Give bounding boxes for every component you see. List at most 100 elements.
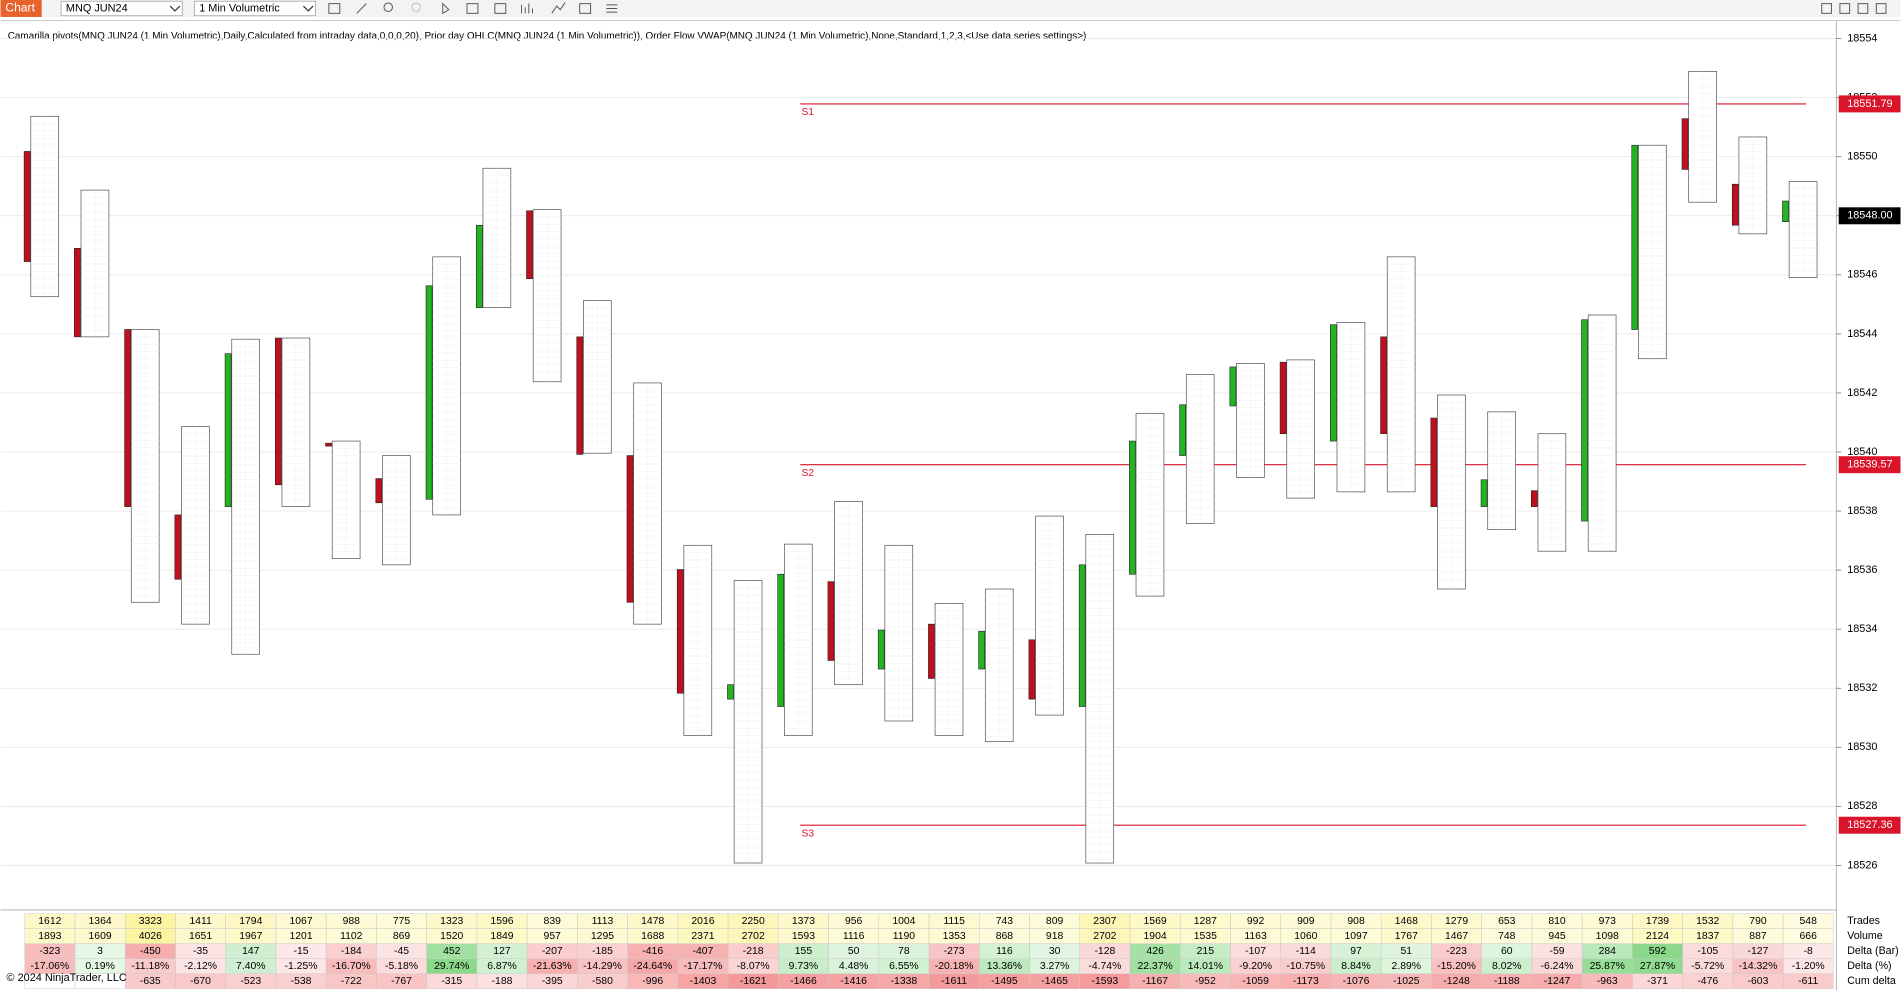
stat-cell	[1782, 973, 1834, 990]
stat-value: 1596	[490, 916, 513, 927]
y-tick-label: 18546	[1847, 269, 1877, 281]
stat-value: 887	[1749, 931, 1767, 942]
stat-value: -8.07%	[737, 961, 770, 972]
stat-value: 1098	[1596, 931, 1619, 942]
stat-value: 0.19%	[85, 961, 115, 972]
stat-value: 790	[1749, 916, 1767, 927]
copyright: © 2024 NinjaTrader, LLC	[7, 972, 127, 984]
y-tick-label: 18530	[1847, 741, 1877, 753]
candle-body	[1279, 361, 1287, 435]
stat-value: -1248	[1443, 976, 1470, 987]
stat-value: 1468	[1395, 916, 1418, 927]
stat-value: -5.18%	[385, 961, 418, 972]
stat-value: -45	[394, 946, 409, 957]
tool-icon[interactable]	[494, 3, 507, 14]
stat-value: 4026	[139, 931, 162, 942]
stat-value: 1295	[591, 931, 614, 942]
y-tick-label: 18538	[1847, 505, 1877, 517]
y-tick-label: 18532	[1847, 682, 1877, 694]
tool-icon[interactable]	[579, 3, 592, 14]
tool-icon[interactable]	[411, 2, 421, 12]
stat-value: -14.29%	[583, 961, 622, 972]
stat-value: 8.84%	[1341, 961, 1371, 972]
y-tick-label: 18540	[1847, 446, 1877, 458]
tool-icon[interactable]	[606, 4, 618, 13]
tool-icon[interactable]	[551, 2, 566, 14]
stat-value: 4.48%	[839, 961, 869, 972]
stat-value: 1569	[1144, 916, 1167, 927]
stat-value: 7.40%	[236, 961, 266, 972]
instrument-label: MNQ JUN24	[66, 2, 128, 14]
stat-value: 452	[443, 946, 461, 957]
stat-value: 6.55%	[889, 961, 919, 972]
stat-value: 2016	[691, 916, 714, 927]
window-button[interactable]	[1839, 3, 1851, 14]
stat-value: 1893	[38, 931, 61, 942]
candle-body	[1179, 404, 1186, 456]
stat-value: -207	[542, 946, 563, 957]
candle-body	[1782, 200, 1789, 223]
stat-value: -17.06%	[30, 961, 69, 972]
stat-value: 1837	[1696, 931, 1719, 942]
y-tick-label: 18526	[1847, 859, 1877, 871]
stat-value: -2.12%	[184, 961, 217, 972]
stat-value: 1612	[38, 916, 61, 927]
tool-icon[interactable]	[521, 3, 533, 14]
stat-value: -21.63%	[533, 961, 572, 972]
stat-value: 743	[996, 916, 1014, 927]
tool-icon[interactable]	[356, 3, 367, 14]
stat-value: 1532	[1696, 916, 1719, 927]
stat-value: 1967	[239, 931, 262, 942]
stat-value: -395	[542, 976, 563, 987]
pivot-value: 18551.79	[1847, 98, 1892, 110]
window-button[interactable]	[1857, 3, 1869, 14]
pivot-name: S1	[801, 107, 814, 118]
stat-value: 3.27%	[1040, 961, 1070, 972]
stat-value: 2702	[1093, 931, 1116, 942]
stat-value: -223	[1446, 946, 1467, 957]
interval-select[interactable]	[194, 0, 316, 17]
tool-icon[interactable]	[466, 3, 479, 14]
chart-tab[interactable]	[0, 0, 42, 17]
stat-value: 1163	[1244, 931, 1267, 942]
y-tick-label: 18550	[1847, 151, 1877, 163]
stat-value: 548	[1800, 916, 1818, 927]
stat-value: 78	[898, 946, 910, 957]
pivot-name: S3	[801, 828, 814, 839]
candle-body	[1078, 564, 1086, 707]
candle-body	[475, 224, 483, 308]
candle-body	[1731, 183, 1739, 226]
stat-value: -371	[1647, 976, 1668, 987]
stat-value: 22.37%	[1137, 961, 1172, 972]
stat-value: -5.72%	[1691, 961, 1724, 972]
window-button[interactable]	[1821, 3, 1832, 14]
stat-value: -635	[140, 976, 161, 987]
stat-value: 127	[493, 946, 511, 957]
stat-value: 2124	[1646, 931, 1669, 942]
instrument-select[interactable]	[60, 0, 183, 17]
tool-icon[interactable]	[442, 2, 450, 15]
stat-value: 945	[1548, 931, 1566, 942]
window-button[interactable]	[1875, 3, 1887, 14]
stat-value: -128	[1094, 946, 1115, 957]
candle-body	[676, 569, 684, 694]
stat-value: -450	[140, 946, 161, 957]
stat-value: 775	[393, 916, 411, 927]
candle-body	[1380, 336, 1387, 435]
stat-value: 810	[1548, 916, 1566, 927]
stat-value: 1353	[943, 931, 966, 942]
stat-value: 1116	[843, 931, 865, 942]
stat-value: 592	[1649, 946, 1667, 957]
stat-value: -188	[492, 976, 513, 987]
candle-body	[626, 455, 634, 603]
stat-value: -611	[1798, 976, 1818, 987]
stat-value: -10.75%	[1286, 961, 1325, 972]
tool-icon[interactable]	[328, 3, 341, 14]
stat-value: -523	[240, 976, 261, 987]
stat-value: 1115	[943, 916, 965, 927]
stat-value: -1025	[1393, 976, 1420, 987]
interval-label: 1 Min Volumetric	[199, 2, 280, 14]
indicator-label: Camarilla pivots(MNQ JUN24 (1 Min Volume…	[8, 31, 1087, 42]
tool-icon[interactable]	[383, 2, 393, 12]
stat-value: 3323	[139, 916, 162, 927]
